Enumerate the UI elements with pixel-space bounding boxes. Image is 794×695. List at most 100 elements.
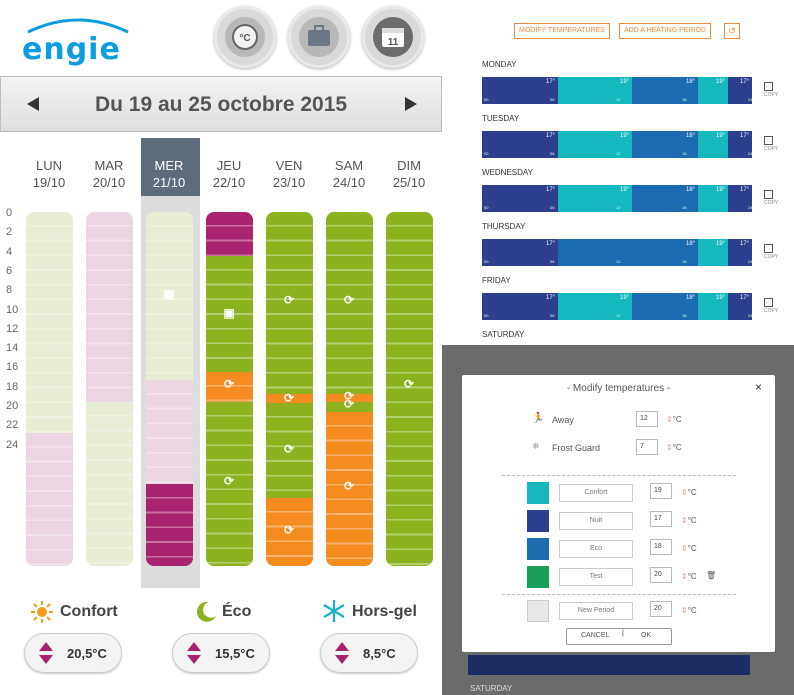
schedule-period[interactable] <box>326 412 373 566</box>
copy-day-button[interactable]: COPY <box>764 190 778 206</box>
heating-period[interactable] <box>632 293 698 320</box>
up-down-arrows-icon[interactable] <box>39 642 53 666</box>
copy-day-button[interactable]: COPY <box>764 298 778 314</box>
period-temperature-input[interactable]: 17 <box>650 511 672 527</box>
period-temperature-input[interactable]: 19 <box>650 483 672 499</box>
period-name-input[interactable]: Test <box>559 568 633 586</box>
schedule-period[interactable] <box>266 394 313 403</box>
day-schedule-dim[interactable]: ⟳ <box>386 212 433 566</box>
heating-period[interactable] <box>558 77 632 104</box>
heating-period[interactable] <box>698 131 728 158</box>
heating-period[interactable] <box>728 185 752 212</box>
heating-period[interactable] <box>558 185 632 212</box>
modify-temperatures-button[interactable]: MODIFY TEMPERATURES <box>514 23 610 39</box>
new-period-temperature-input[interactable]: 20 <box>650 601 672 617</box>
day-schedule-bar[interactable]: 17° 19° 18° 19° 17° 00 06 12 18 24 <box>482 185 752 212</box>
period-name-input[interactable]: Nuit <box>559 512 633 530</box>
period-temperature-input[interactable]: 20 <box>650 567 672 583</box>
heating-period[interactable] <box>482 239 558 266</box>
heating-period[interactable] <box>632 185 698 212</box>
temperature-button[interactable]: °C <box>214 6 276 68</box>
schedule-period[interactable] <box>266 498 313 566</box>
day-header-ven[interactable]: VEN 23/10 <box>259 157 319 191</box>
copy-day-button[interactable]: COPY <box>764 82 778 98</box>
day-schedule-bar[interactable]: 17° 19° 18° 19° 17° 00 06 12 18 24 <box>482 293 752 320</box>
day-header-mar[interactable]: MAR 20/10 <box>79 157 139 191</box>
schedule-period[interactable] <box>206 372 253 402</box>
heating-period[interactable] <box>698 77 728 104</box>
previous-week-icon[interactable] <box>27 97 39 111</box>
day-schedule-bar[interactable]: 17° 18° 19° 17° 00 06 12 18 24 <box>482 239 752 266</box>
schedule-period[interactable] <box>26 212 73 433</box>
eco-temperature-stepper[interactable]: 15,5°C <box>172 633 270 673</box>
heating-period[interactable] <box>482 77 558 104</box>
heating-period[interactable] <box>728 131 752 158</box>
period-color-swatch[interactable] <box>527 510 549 532</box>
new-period-color-swatch[interactable] <box>527 600 549 622</box>
day-header-lun[interactable]: LUN 19/10 <box>19 157 79 191</box>
schedule-period[interactable] <box>386 212 433 566</box>
day-schedule-mer[interactable]: ▣ <box>146 212 193 566</box>
period-color-swatch[interactable] <box>527 538 549 560</box>
day-schedule-jeu[interactable]: ▣ ⟳ ⟳ <box>206 212 253 566</box>
heating-period[interactable] <box>482 185 558 212</box>
away-temperature-input[interactable]: 12 <box>636 411 658 427</box>
heating-period[interactable] <box>558 131 632 158</box>
heating-period[interactable] <box>558 239 698 266</box>
schedule-period[interactable] <box>266 212 313 394</box>
away-mode-button[interactable] <box>288 6 350 68</box>
hors-gel-temperature-stepper[interactable]: 8,5°C <box>320 633 418 673</box>
schedule-period[interactable] <box>86 212 133 402</box>
copy-day-button[interactable]: COPY <box>764 136 778 152</box>
reset-icon[interactable]: ↺ <box>724 23 740 39</box>
day-header-mer[interactable]: MER 21/10 <box>139 157 199 191</box>
schedule-period[interactable] <box>86 402 133 566</box>
confort-temperature-stepper[interactable]: 20,5°C <box>24 633 122 673</box>
heating-period[interactable] <box>698 185 728 212</box>
heating-period[interactable] <box>632 131 698 158</box>
schedule-period[interactable] <box>266 403 313 498</box>
day-header-jeu[interactable]: JEU 22/10 <box>199 157 259 191</box>
day-schedule-mar[interactable] <box>86 212 133 566</box>
schedule-period[interactable] <box>146 484 193 566</box>
schedule-period[interactable] <box>326 394 373 402</box>
heating-period[interactable] <box>482 131 558 158</box>
period-color-swatch[interactable] <box>527 482 549 504</box>
day-schedule-lun[interactable] <box>26 212 73 566</box>
next-week-icon[interactable] <box>405 97 417 111</box>
add-heating-period-button[interactable]: ADD A HEATING PERIOD <box>619 23 711 39</box>
up-down-arrows-icon[interactable] <box>335 642 349 666</box>
delete-icon[interactable]: 🗑 <box>706 571 717 580</box>
period-name-input[interactable]: Confort <box>559 484 633 502</box>
day-schedule-ven[interactable]: ⟳ ⟳ ⟳ ⟳ <box>266 212 313 566</box>
day-header-sam[interactable]: SAM 24/10 <box>319 157 379 191</box>
schedule-period[interactable] <box>206 212 253 256</box>
heating-period[interactable] <box>728 77 752 104</box>
period-color-swatch[interactable] <box>527 566 549 588</box>
period-name-input[interactable]: Eco <box>559 540 633 558</box>
day-header-dim[interactable]: DIM 25/10 <box>379 157 439 191</box>
heating-period[interactable] <box>698 293 728 320</box>
heating-period[interactable] <box>698 239 728 266</box>
heating-period[interactable] <box>728 239 752 266</box>
up-down-arrows-icon[interactable] <box>187 642 201 666</box>
day-schedule-sam[interactable]: ⟳ ⟳ ⟳ ⟳ <box>326 212 373 566</box>
ok-button[interactable]: OK <box>641 632 652 639</box>
heating-period[interactable] <box>728 293 752 320</box>
heating-period[interactable] <box>558 293 632 320</box>
copy-day-button[interactable]: COPY <box>764 244 778 260</box>
schedule-period[interactable] <box>206 402 253 566</box>
cancel-button[interactable]: CANCEL <box>581 632 610 639</box>
calendar-button[interactable]: 11 <box>362 6 424 68</box>
schedule-period[interactable] <box>326 402 373 412</box>
frost-guard-temperature-input[interactable]: 7 <box>636 439 658 455</box>
schedule-period[interactable] <box>146 380 193 484</box>
close-icon[interactable]: × <box>754 380 762 394</box>
schedule-period[interactable] <box>326 212 373 394</box>
schedule-period[interactable] <box>26 433 73 566</box>
schedule-period[interactable] <box>146 212 193 380</box>
day-schedule-bar[interactable]: 17° 19° 18° 19° 17° 00 06 12 18 24 <box>482 131 752 158</box>
heating-period[interactable] <box>482 293 558 320</box>
heating-period[interactable] <box>632 77 698 104</box>
schedule-period[interactable] <box>206 256 253 372</box>
